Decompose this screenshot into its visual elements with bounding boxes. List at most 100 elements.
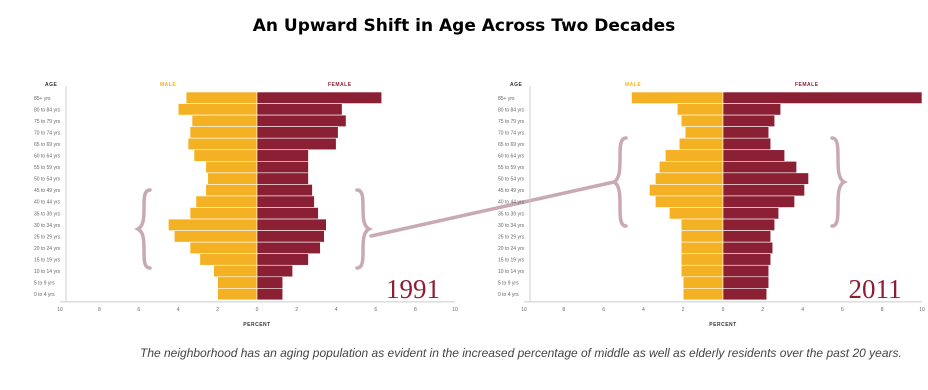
- bar-male: [189, 126, 258, 139]
- age-group-label: 25 to 29 yrs: [498, 234, 525, 240]
- x-tick-label: 10: [452, 307, 458, 313]
- x-tick-label: 8: [562, 307, 565, 313]
- x-tick-label: 0: [256, 307, 259, 313]
- bar-female: [722, 264, 770, 278]
- bar-female: [256, 91, 383, 104]
- x-tick-label: 6: [841, 307, 844, 313]
- age-group-label: 75 to 79 yrs: [498, 119, 525, 125]
- bar-female: [722, 103, 782, 116]
- age-group-label: 70 to 74 yrs: [34, 130, 61, 136]
- x-tick-label: 8: [881, 307, 884, 313]
- x-tick-label: 6: [602, 307, 605, 313]
- age-group-label: 15 to 19 yrs: [34, 257, 61, 263]
- bar-female: [722, 288, 768, 301]
- connector-line: [369, 180, 616, 238]
- pyramid-2011: 10 8 6 4 2 0 2 4 6 8 10 AGE MALE FEMALE PERCENT 85+ yrs…: [498, 82, 925, 328]
- x-tick-label: 8: [98, 307, 101, 313]
- bar-male: [676, 103, 724, 116]
- x-tick-label: 6: [137, 307, 140, 313]
- bar-male: [680, 253, 724, 266]
- age-group-label: 45 to 49 yrs: [34, 188, 61, 194]
- bar-female: [256, 137, 337, 151]
- bar-male: [659, 161, 724, 174]
- bar-male: [217, 288, 258, 301]
- bar-female: [722, 195, 795, 208]
- bar-female: [256, 264, 293, 278]
- x-tick-label: 2: [216, 307, 219, 313]
- age-group-label: 30 to 34 yrs: [34, 223, 61, 229]
- bar-male: [168, 218, 258, 231]
- bar-female: [722, 218, 776, 231]
- bar-female: [722, 126, 770, 139]
- bar-female: [722, 276, 770, 289]
- x-tick-label: 2: [761, 307, 764, 313]
- bar-female: [256, 253, 309, 266]
- age-group-label: 55 to 59 yrs: [34, 165, 61, 171]
- x-axis-title: PERCENT: [709, 322, 736, 328]
- chart-title: An Upward Shift in Age Across Two Decade…: [252, 16, 676, 36]
- x-tick-label: 10: [521, 307, 527, 313]
- age-group-label: 5 to 9 yrs: [34, 281, 55, 287]
- pyramid-charts: 10 8 6 4 2 0 2 4 6 8 10 AGE MALE FEMALE PERCENT 85+ yrs…: [34, 82, 925, 328]
- age-group-label: 45 to 49 yrs: [498, 188, 525, 194]
- x-tick-label: 2: [682, 307, 685, 313]
- bar-male: [655, 172, 724, 185]
- age-group-label: 0 to 4 yrs: [34, 292, 55, 298]
- bar-female: [256, 241, 321, 254]
- age-group-label: 55 to 59 yrs: [498, 165, 525, 171]
- pyramid-1991: 10 8 6 4 2 0 2 4 6 8 10 AGE MALE FEMALE PERCENT 85+ yrs…: [34, 82, 458, 328]
- bar-male: [668, 207, 724, 220]
- age-group-label: 35 to 39 yrs: [498, 211, 525, 217]
- year-label: 1991: [386, 274, 440, 304]
- bar-female: [722, 253, 772, 266]
- bar-female: [722, 91, 923, 104]
- bar-male: [195, 195, 258, 208]
- age-group-label: 85+ yrs: [34, 96, 51, 102]
- x-tick-label: 10: [919, 307, 925, 313]
- bar-male: [173, 230, 258, 243]
- bracket-left: [134, 188, 152, 270]
- bar-male: [680, 218, 724, 231]
- age-group-label: 60 to 64 yrs: [498, 154, 525, 160]
- bar-male: [189, 207, 258, 220]
- age-group-label: 0 to 4 yrs: [498, 292, 519, 298]
- bar-male: [177, 103, 258, 116]
- bar-female: [256, 149, 309, 162]
- bar-male: [649, 184, 724, 197]
- bar-female: [722, 114, 776, 127]
- bar-female: [256, 276, 284, 289]
- bar-female: [256, 161, 309, 174]
- bar-female: [722, 161, 797, 174]
- bar-male: [189, 241, 258, 254]
- x-axis-title: PERCENT: [243, 322, 270, 328]
- bar-female: [256, 172, 309, 185]
- age-group-label: 80 to 84 yrs: [498, 107, 525, 113]
- bar-male: [680, 114, 724, 127]
- bar-male: [655, 195, 724, 208]
- x-tick-label: 4: [335, 307, 338, 313]
- age-group-label: 65 to 69 yrs: [498, 142, 525, 148]
- bar-female: [256, 288, 284, 301]
- bar-female: [256, 218, 327, 231]
- age-group-label: 35 to 39 yrs: [34, 211, 61, 217]
- bar-male: [205, 161, 258, 174]
- age-group-label: 50 to 54 yrs: [34, 177, 61, 183]
- x-tick-label: 4: [177, 307, 180, 313]
- bar-male: [207, 172, 258, 185]
- age-group-label: 85+ yrs: [498, 96, 515, 102]
- bracket-right: [355, 188, 373, 270]
- bar-female: [722, 137, 772, 151]
- x-tick-label: 4: [801, 307, 804, 313]
- age-group-label: 70 to 74 yrs: [498, 130, 525, 136]
- x-tick-label: 8: [414, 307, 417, 313]
- bar-female: [722, 241, 774, 254]
- age-group-label: 30 to 34 yrs: [498, 223, 525, 229]
- bar-female: [722, 184, 805, 197]
- bar-female: [256, 114, 347, 127]
- bar-male: [205, 184, 258, 197]
- age-group-label: 15 to 19 yrs: [498, 257, 525, 263]
- bar-male: [678, 137, 724, 151]
- bar-female: [722, 149, 785, 162]
- bar-female: [256, 184, 313, 197]
- age-group-label: 75 to 79 yrs: [34, 119, 61, 125]
